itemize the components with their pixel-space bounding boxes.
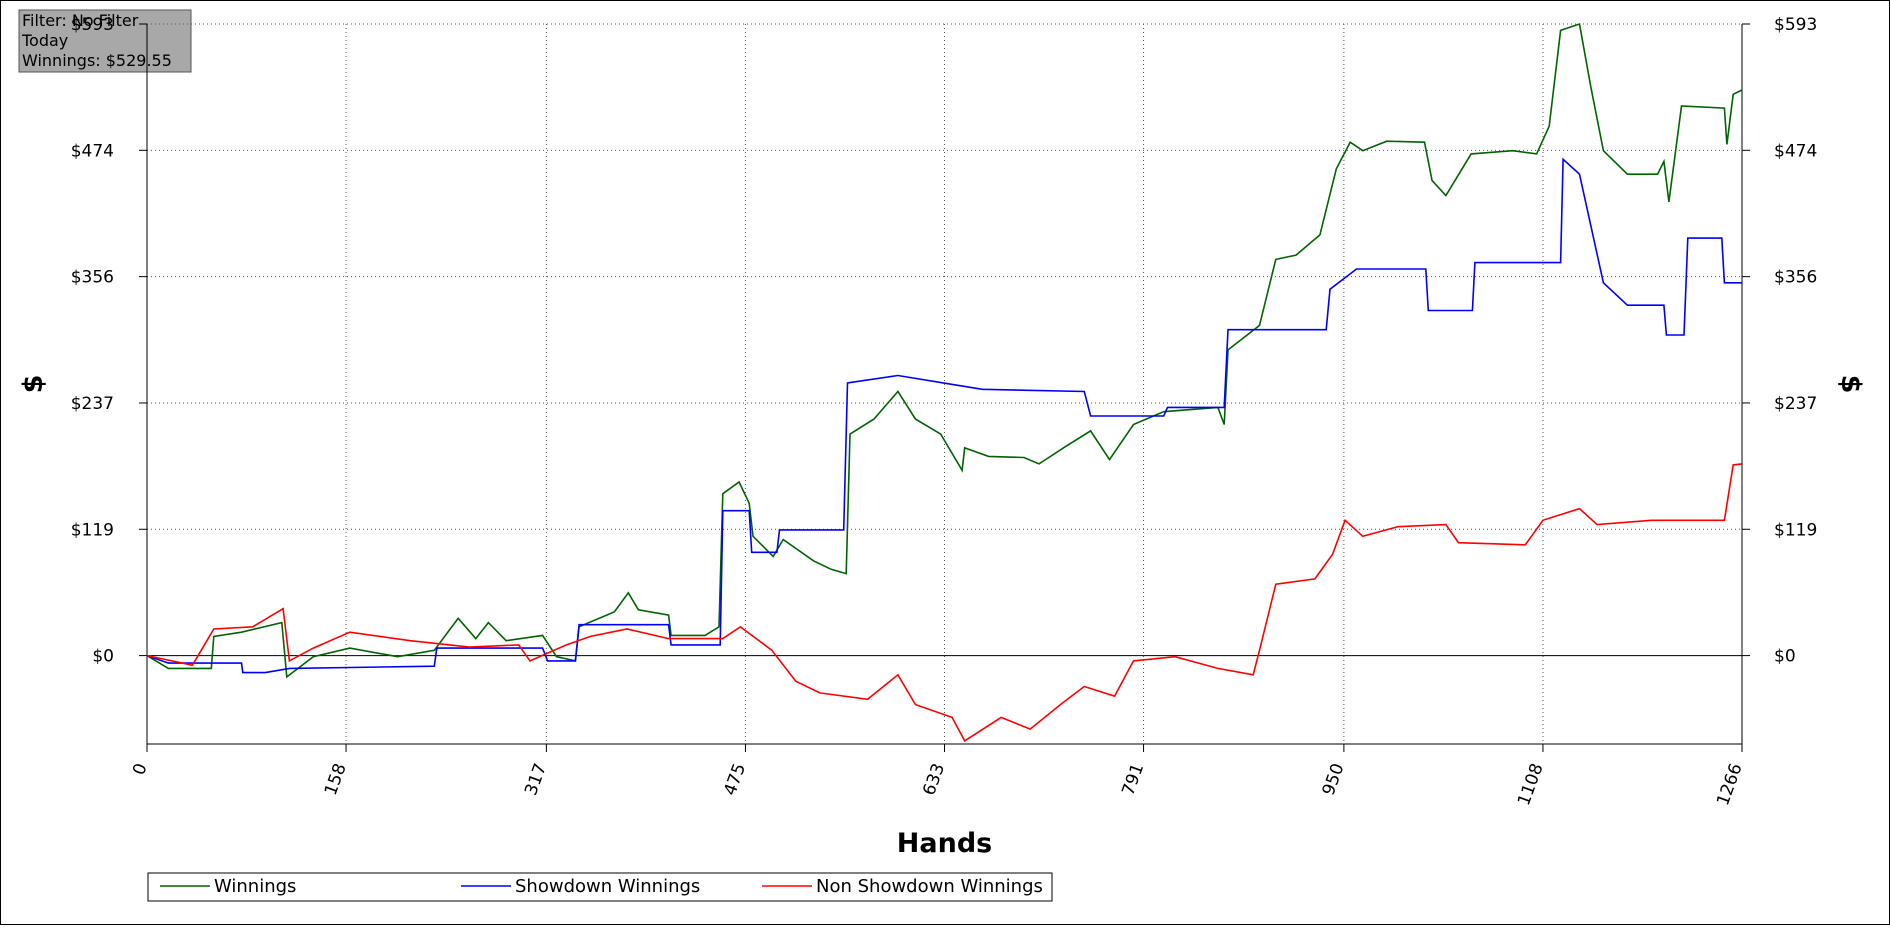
info-line: Filter: No Filter bbox=[22, 11, 139, 30]
y-tick-label: $119 bbox=[71, 520, 114, 540]
y2-tick-label: $593 bbox=[1774, 15, 1817, 35]
series-line bbox=[146, 22, 1743, 679]
y2-tick-label: $356 bbox=[1774, 268, 1817, 288]
y2-tick-label: $0 bbox=[1774, 647, 1796, 667]
legend-label: Showdown Winnings bbox=[515, 876, 700, 897]
y2-axis-label: $ bbox=[1835, 375, 1866, 394]
legend-label: Non Showdown Winnings bbox=[816, 876, 1043, 897]
y-tick-label: $474 bbox=[71, 141, 114, 161]
y-axis-label: $ bbox=[18, 375, 49, 394]
series-line bbox=[146, 157, 1742, 674]
legend: Winnings Showdown Winnings Non Showdown Wi… bbox=[147, 872, 1053, 902]
y-tick-label: $593 bbox=[71, 15, 114, 35]
series-line bbox=[146, 463, 1743, 742]
y-tick-label: $356 bbox=[71, 268, 114, 288]
info-background bbox=[18, 9, 192, 73]
info-line: Winnings: $529.55 bbox=[22, 51, 172, 70]
y-tick-label: $0 bbox=[92, 647, 114, 667]
legend-label: Winnings bbox=[214, 876, 296, 897]
y2-tick-label: $119 bbox=[1774, 520, 1817, 540]
y-tick-label: $237 bbox=[71, 394, 114, 414]
y2-tick-label: $474 bbox=[1774, 141, 1817, 161]
y2-tick-label: $237 bbox=[1774, 394, 1817, 414]
info-line: Today bbox=[21, 31, 68, 50]
x-axis-label: Hands bbox=[897, 828, 992, 859]
legend-box bbox=[147, 872, 1053, 902]
